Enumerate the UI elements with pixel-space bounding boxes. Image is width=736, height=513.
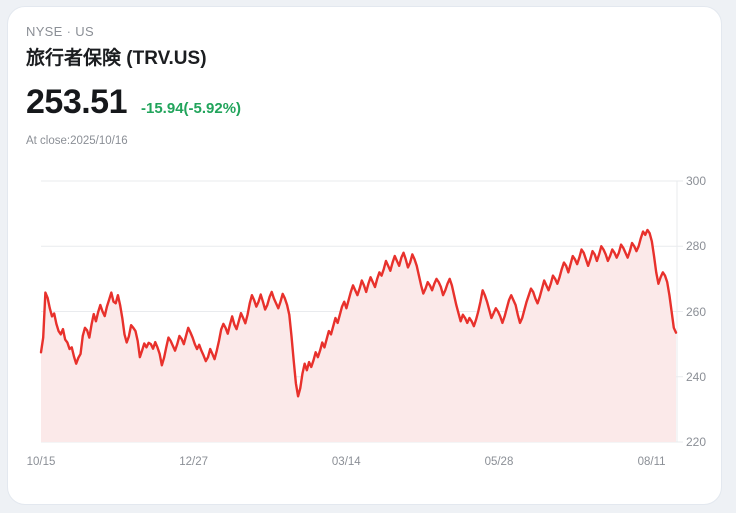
x-axis-tick-label: 03/14 xyxy=(331,456,361,468)
y-axis-tick-label: 220 xyxy=(686,435,707,449)
region-code: US xyxy=(75,24,94,39)
x-axis-tick-label: 12/27 xyxy=(179,456,209,468)
market-status-note: At close:2025/10/16 xyxy=(26,135,128,147)
y-axis-tick-label: 260 xyxy=(686,304,707,319)
page-title: 旅行者保険 (TRV.US) xyxy=(26,48,207,69)
x-axis-tick-label: 05/28 xyxy=(484,456,514,468)
stock-quote-card: NYSE · US 旅行者保険 (TRV.US) 253.51 -15.94(-5.… xyxy=(7,6,722,505)
exchange-region-line: NYSE · US xyxy=(26,24,686,40)
x-axis-tick-label: 10/15 xyxy=(26,456,56,468)
y-axis-tick-label: 240 xyxy=(686,369,707,384)
price-change-badge: -15.94(-5.92%) xyxy=(141,100,242,117)
x-axis-tick-label: 08/11 xyxy=(637,456,666,468)
y-axis-tick-label: 280 xyxy=(686,239,707,254)
current-price: 253.51 xyxy=(26,83,128,121)
price-row: 253.51 -15.94(-5.92%) xyxy=(26,83,686,121)
exchange-separator: · xyxy=(66,24,72,39)
exchange-name: NYSE xyxy=(26,24,63,39)
quote-header: NYSE · US 旅行者保険 (TRV.US) 253.51 -15.94(-5.… xyxy=(26,24,686,149)
y-axis-tick-label: 300 xyxy=(686,174,707,188)
